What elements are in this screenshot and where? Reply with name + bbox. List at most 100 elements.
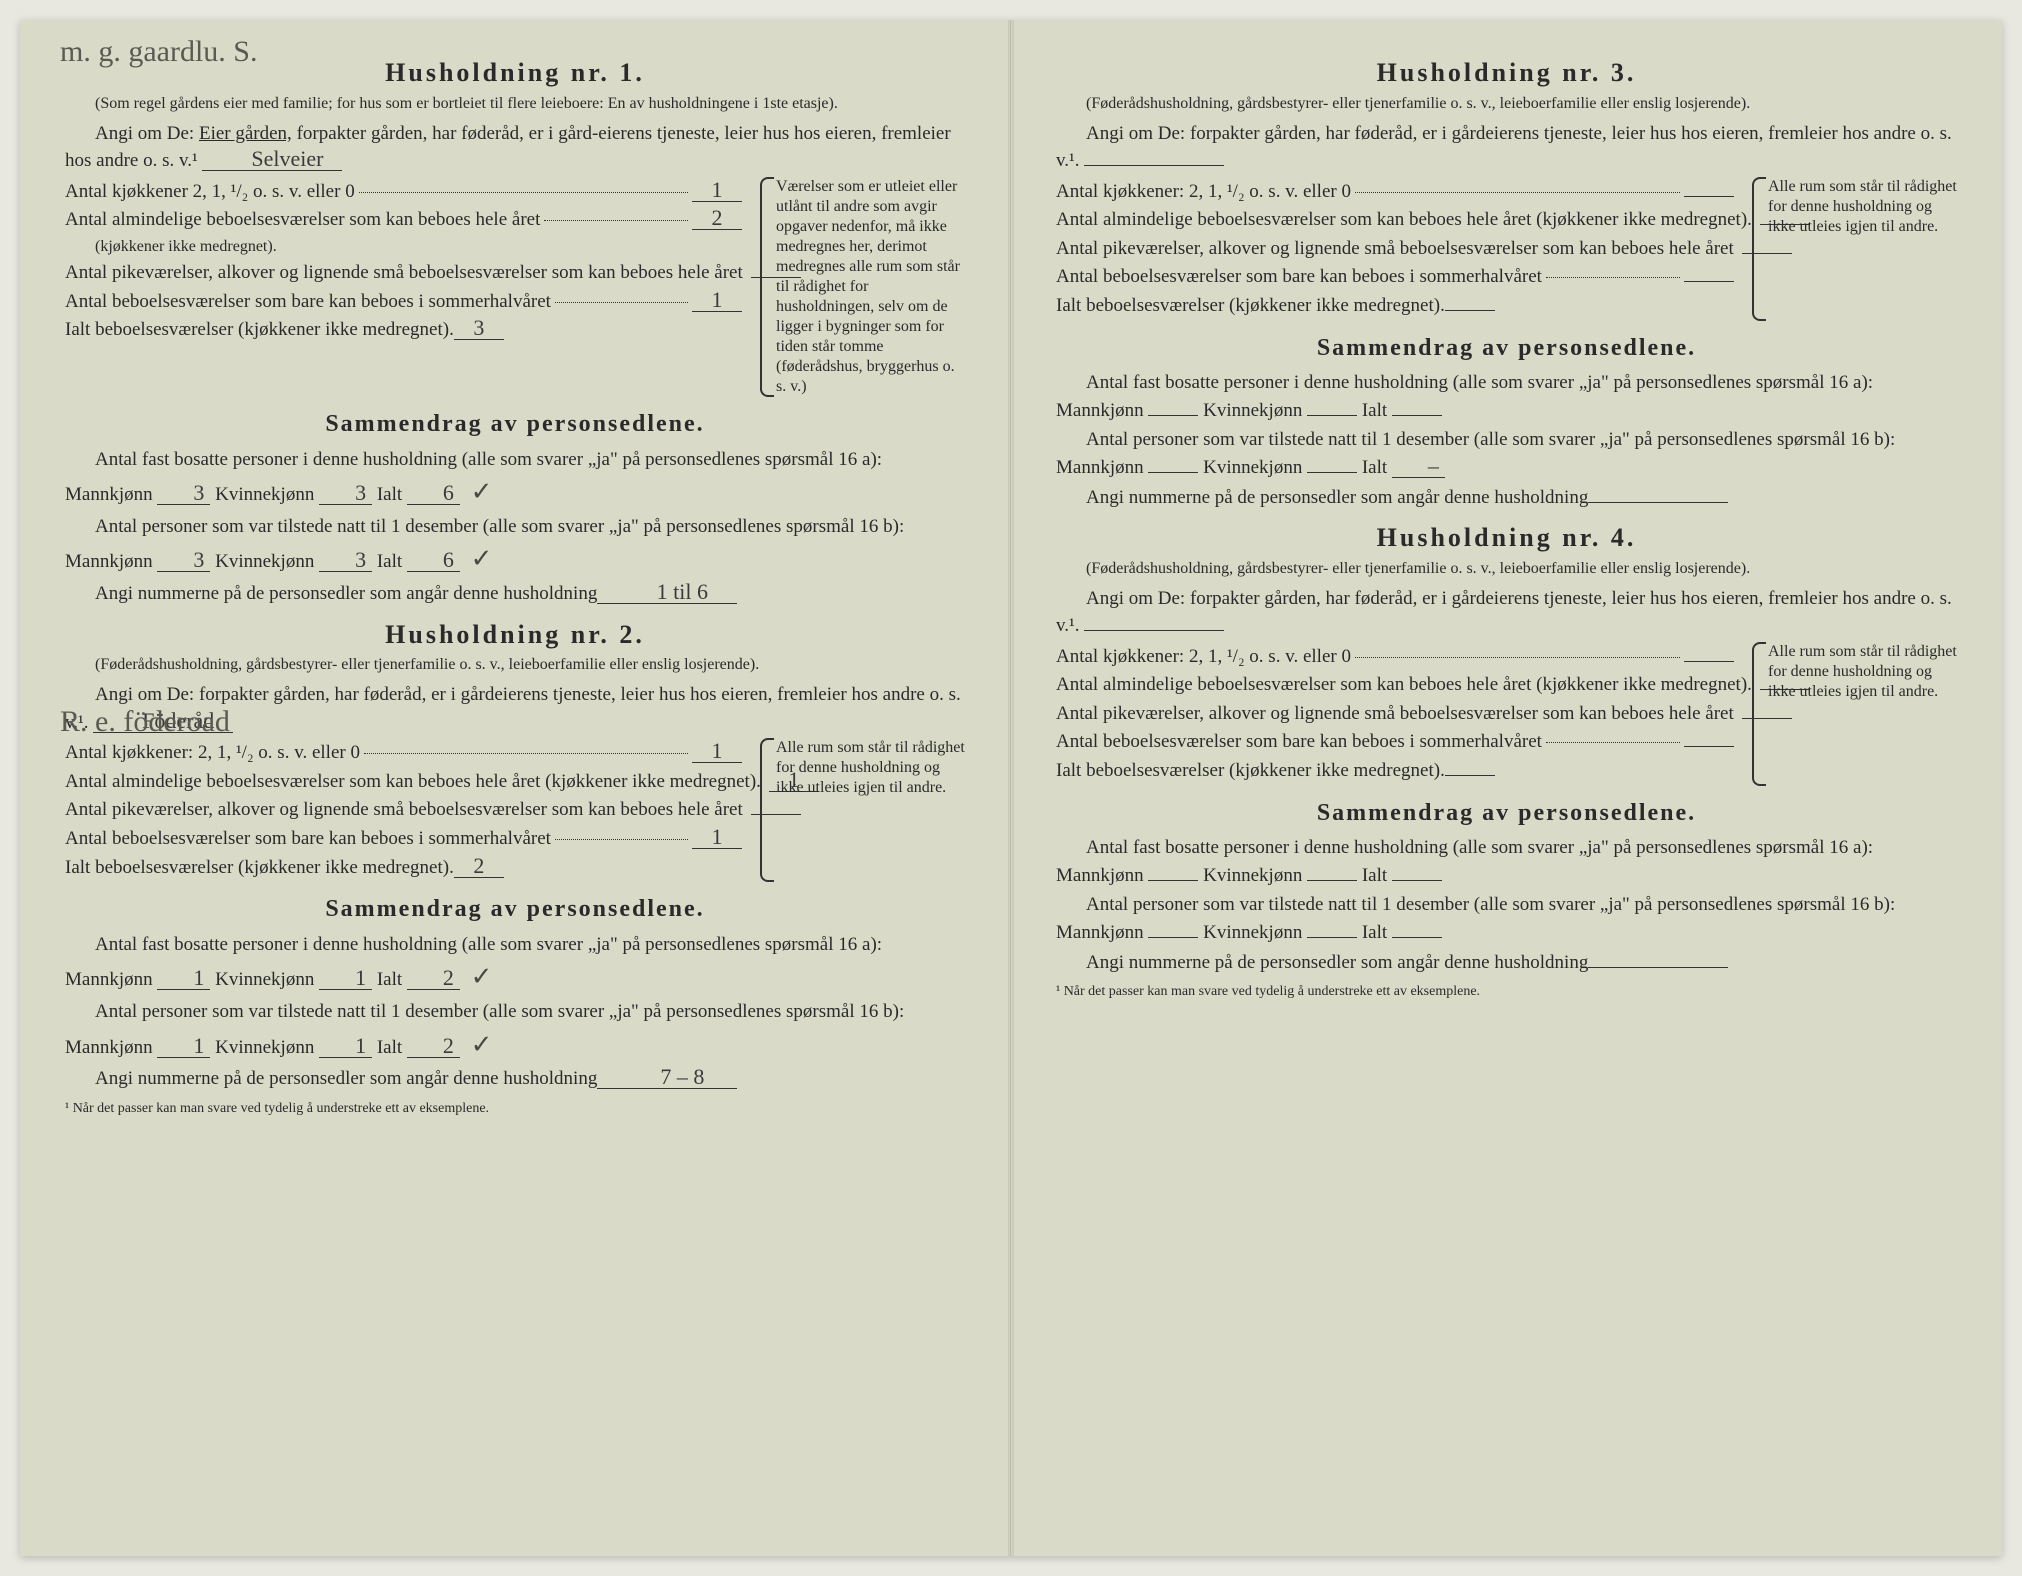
ialt-label: Ialt	[377, 551, 402, 572]
hh3-fast-k	[1307, 415, 1357, 416]
hh4-title: Husholdning nr. 4.	[1056, 519, 1957, 557]
nummer-label: Angi nummerne på de personsedler som ang…	[1056, 484, 1588, 512]
hh4-alm-label: Antal almindelige beboelsesværelser som …	[1056, 671, 1752, 699]
dots	[1355, 657, 1680, 658]
hh2-nummer-val: 7 – 8	[597, 1066, 737, 1089]
hh1-pike-label: Antal pikeværelser, alkover og lignende …	[65, 259, 743, 287]
hh3-main-col: Antal kjøkkener: 2, 1, ¹/₂ o. s. v. elle…	[1056, 177, 1734, 321]
ialt-label: Ialt	[1362, 400, 1387, 421]
kvinne-label: Kvinnekjønn	[215, 551, 314, 572]
nummer-label: Angi nummerne på de personsedler som ang…	[65, 1065, 597, 1093]
hh4-fast-i	[1392, 880, 1442, 881]
hh4-sommer-row: Antal beboelsesværelser som bare kan beb…	[1056, 728, 1734, 756]
hh3-ialt-label: Ialt beboelsesværelser (kjøkkener ikke m…	[1056, 292, 1445, 320]
hh3-til-i: –	[1392, 455, 1445, 478]
hh3-alm-row: Antal almindelige beboelsesværelser som …	[1056, 206, 1734, 234]
hh2-ialt-label: Ialt beboelsesværelser (kjøkkener ikke m…	[65, 854, 454, 882]
hh2-title: Husholdning nr. 2.	[65, 616, 965, 654]
dots	[555, 839, 688, 840]
hh4-angi-text: Angi om De: forpakter gården, har føderå…	[1056, 588, 1952, 637]
hh2-fast-k: 1	[319, 967, 372, 990]
hh2-subnote: (Føderådshusholdning, gårdsbestyrer- ell…	[65, 655, 965, 675]
fast-pre: Antal fast bosatte personer i denne hush…	[1056, 837, 1873, 886]
hh2-alm-label: Antal almindelige beboelsesværelser som …	[65, 768, 761, 796]
hh1-tilstede-line: Antal personer som var tilstede natt til…	[65, 513, 965, 578]
hh1-fast-i: 6	[407, 482, 460, 505]
hh1-angi: Angi om De: Eier gården, forpakter gårde…	[65, 120, 965, 175]
hh4-kjokken-val	[1684, 661, 1734, 662]
hh3-til-k	[1307, 472, 1357, 473]
hh1-columns: Antal kjøkkener 2, 1, ¹/₂ o. s. v. eller…	[65, 177, 965, 397]
hh4-tilstede-line: Antal personer som var tilstede natt til…	[1056, 891, 1957, 946]
hh3-sommer-row: Antal beboelsesværelser som bare kan beb…	[1056, 263, 1734, 291]
til-pre: Antal personer som var tilstede natt til…	[1056, 894, 1895, 943]
hh4-til-i	[1392, 937, 1442, 938]
brace-icon	[1752, 642, 1766, 786]
hh1-sommer-row: Antal beboelsesværelser som bare kan beb…	[65, 288, 742, 316]
hh2-side-text: Alle rum som står til rådighet for denne…	[776, 739, 965, 796]
hh1-tenure-value: Selveier	[202, 148, 342, 171]
kvinne-label: Kvinnekjønn	[1203, 922, 1302, 943]
kvinne-label: Kvinnekjønn	[215, 969, 314, 990]
hh1-side-text: Værelser som er utleiet eller utlånt til…	[776, 178, 960, 395]
hh3-alm-label: Antal almindelige beboelsesværelser som …	[1056, 206, 1752, 234]
hh4-subnote: (Føderådshusholdning, gårdsbestyrer- ell…	[1056, 559, 1957, 579]
hh2-pike-label: Antal pikeværelser, alkover og lignende …	[65, 796, 743, 824]
ialt-label: Ialt	[377, 1037, 402, 1058]
hh2-fast-line: Antal fast bosatte personer i denne hush…	[65, 931, 965, 996]
hh3-section: Husholdning nr. 3. (Føderådshusholdning,…	[1056, 54, 1957, 511]
hh3-side-text: Alle rum som står til rådighet for denne…	[1768, 178, 1957, 235]
check-mark-icon: ✓	[471, 476, 493, 506]
hh4-columns: Antal kjøkkener: 2, 1, ¹/₂ o. s. v. elle…	[1056, 642, 1957, 786]
hh4-fast-m	[1148, 880, 1198, 881]
hh3-ialt-row: Ialt beboelsesværelser (kjøkkener ikke m…	[1056, 292, 1734, 320]
hh2-kjokken-val: 1	[692, 740, 742, 763]
hh1-til-i: 6	[407, 549, 460, 572]
hh4-ialt-row: Ialt beboelsesværelser (kjøkkener ikke m…	[1056, 757, 1734, 785]
hh4-ialt-val	[1445, 775, 1495, 776]
hh3-angi-text: Angi om De: forpakter gården, har føderå…	[1056, 123, 1952, 172]
hh4-til-k	[1307, 937, 1357, 938]
kvinne-label: Kvinnekjønn	[1203, 400, 1302, 421]
hh3-fast-line: Antal fast bosatte personer i denne hush…	[1056, 369, 1957, 424]
hh3-tilstede-line: Antal personer som var tilstede natt til…	[1056, 426, 1957, 481]
hh1-alm-label: Antal almindelige beboelsesværelser som …	[65, 206, 540, 234]
check-mark-icon: ✓	[471, 1029, 493, 1059]
hh3-sommer-val	[1684, 281, 1734, 282]
hh1-nummer-row: Angi nummerne på de personsedler som ang…	[65, 580, 965, 608]
hh1-kjokken-row: Antal kjøkkener 2, 1, ¹/₂ o. s. v. eller…	[65, 178, 742, 206]
hh2-section: Husholdning nr. 2. (Føderådshusholdning,…	[65, 616, 965, 1120]
hh1-alm-row: Antal almindelige beboelsesværelser som …	[65, 206, 742, 258]
hh3-title: Husholdning nr. 3.	[1056, 54, 1957, 92]
hh4-nummer-row: Angi nummerne på de personsedler som ang…	[1056, 949, 1957, 977]
hh4-main-col: Antal kjøkkener: 2, 1, ¹/₂ o. s. v. elle…	[1056, 642, 1734, 786]
hh3-fast-i	[1392, 415, 1442, 416]
hh4-kjokken-label: Antal kjøkkener: 2, 1, ¹/₂ o. s. v. elle…	[1056, 643, 1351, 671]
hh1-pike-row: Antal pikeværelser, alkover og lignende …	[65, 259, 742, 287]
hh1-fast-line: Antal fast bosatte personer i denne hush…	[65, 446, 965, 511]
brace-icon	[760, 177, 774, 397]
hh1-angi-pre: Angi om De:	[95, 123, 199, 144]
dots	[364, 753, 688, 754]
hh4-pike-row: Antal pikeværelser, alkover og lignende …	[1056, 700, 1734, 728]
dots	[1546, 742, 1680, 743]
check-mark-icon: ✓	[471, 543, 493, 573]
hh2-fast-i: 2	[407, 967, 460, 990]
hh1-ialt-label: Ialt beboelsesværelser (kjøkkener ikke m…	[65, 316, 454, 344]
ialt-label: Ialt	[377, 484, 402, 505]
hh2-ialt-row: Ialt beboelsesværelser (kjøkkener ikke m…	[65, 854, 742, 882]
hh4-angi: Angi om De: forpakter gården, har føderå…	[1056, 585, 1957, 640]
hh3-nummer-row: Angi nummerne på de personsedler som ang…	[1056, 484, 1957, 512]
hh4-pike-label: Antal pikeværelser, alkover og lignende …	[1056, 700, 1734, 728]
hh1-alm-note: (kjøkkener ikke medregnet).	[95, 235, 742, 258]
hh4-tenure-value	[1084, 630, 1224, 631]
hh2-sommer-label: Antal beboelsesværelser som bare kan beb…	[65, 825, 551, 853]
hh1-subnote: (Som regel gårdens eier med familie; for…	[65, 94, 965, 114]
hh4-sommer-val	[1684, 746, 1734, 747]
hh4-side-text: Alle rum som står til rådighet for denne…	[1768, 643, 1957, 700]
fast-pre: Antal fast bosatte personer i denne hush…	[1056, 372, 1873, 421]
footnote-left: ¹ Når det passer kan man svare ved tydel…	[65, 1099, 965, 1119]
hh1-sommer-label: Antal beboelsesværelser som bare kan beb…	[65, 288, 551, 316]
dots	[359, 192, 688, 193]
ialt-label: Ialt	[377, 969, 402, 990]
